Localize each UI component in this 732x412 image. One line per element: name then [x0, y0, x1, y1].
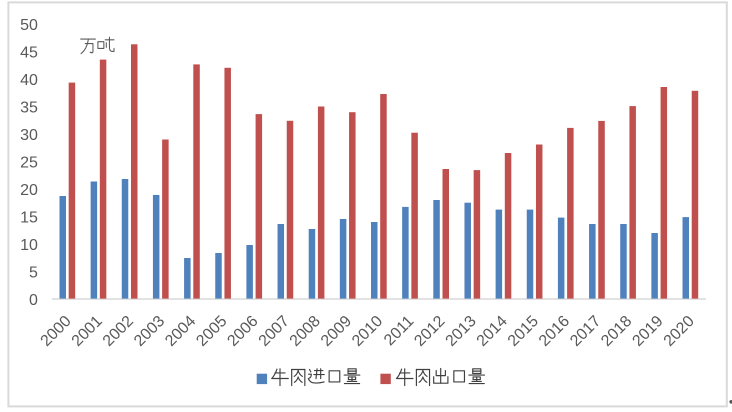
svg-text:35: 35 — [20, 100, 38, 117]
svg-text:40: 40 — [20, 72, 38, 89]
svg-text:20: 20 — [20, 182, 38, 199]
svg-text:0: 0 — [29, 292, 38, 309]
svg-text:50: 50 — [20, 17, 38, 34]
svg-text:45: 45 — [20, 44, 38, 61]
svg-text:25: 25 — [20, 155, 38, 172]
svg-text:10: 10 — [20, 237, 38, 254]
svg-text:15: 15 — [20, 210, 38, 227]
svg-text:30: 30 — [20, 127, 38, 144]
svg-text:5: 5 — [29, 265, 38, 282]
